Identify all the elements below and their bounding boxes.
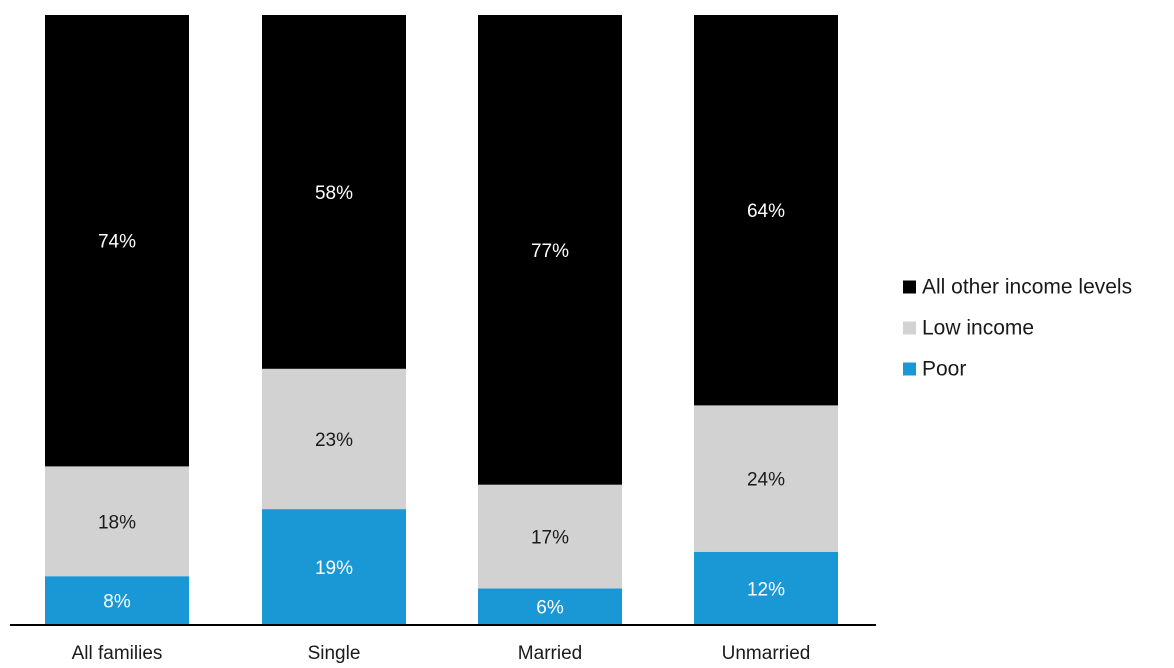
segment-labels-layer: 8% 18% 74% 19% 23% 58% 6% 17% 77% 12% 24% 64% (98, 183, 785, 619)
data-label-low-income-single: 23% (315, 430, 353, 451)
legend-label-poor: Poor (922, 358, 966, 381)
legend-item-low-income: Low income (903, 317, 1034, 340)
category-label-unmarried: Unmarried (722, 643, 811, 663)
data-label-all-other-income-levels-all-families: 74% (98, 232, 136, 253)
bar-segment-all-other-income-levels-unmarried (694, 15, 838, 406)
category-label-all-families: All families (72, 643, 163, 663)
category-label-married: Married (518, 643, 582, 663)
bar-segment-all-other-income-levels-single (262, 15, 406, 369)
legend-label-all-other-income-levels: All other income levels (922, 276, 1132, 299)
bar-segment-low-income-single (262, 368, 406, 510)
legend-label-low-income: Low income (922, 317, 1034, 340)
data-label-poor-married: 6% (536, 598, 564, 619)
data-label-low-income-all-families: 18% (98, 512, 136, 533)
legend: All other income levels Low income Poor (903, 276, 1132, 381)
bar-segment-all-other-income-levels-married (478, 15, 622, 485)
bar-segment-low-income-all-families (45, 466, 189, 577)
bar-segment-poor-all-families (45, 576, 189, 625)
category-labels-layer: All families Single Married Unmarried (72, 643, 811, 664)
legend-swatch-all-other-income-levels (903, 280, 916, 294)
legend-swatch-low-income (903, 321, 916, 335)
bar-segment-low-income-unmarried (694, 405, 838, 552)
legend-item-all-other-income-levels: All other income levels (903, 276, 1132, 299)
bar-segment-poor-single (262, 509, 406, 625)
data-label-low-income-married: 17% (531, 528, 569, 549)
data-label-poor-all-families: 8% (103, 592, 131, 613)
data-label-all-other-income-levels-unmarried: 64% (747, 201, 785, 222)
data-label-poor-single: 19% (315, 558, 353, 579)
category-label-single: Single (308, 643, 361, 663)
data-label-all-other-income-levels-single: 58% (315, 183, 353, 204)
bar-segment-poor-unmarried (694, 551, 838, 625)
bars-layer (45, 15, 838, 625)
data-label-low-income-unmarried: 24% (747, 470, 785, 491)
data-label-all-other-income-levels-married: 77% (531, 241, 569, 262)
bar-segment-poor-married (478, 588, 622, 625)
bar-segment-low-income-married (478, 484, 622, 589)
legend-swatch-poor (903, 362, 916, 376)
bar-segment-all-other-income-levels-all-families (45, 15, 189, 467)
data-label-poor-unmarried: 12% (747, 579, 785, 600)
legend-item-poor: Poor (903, 358, 966, 381)
